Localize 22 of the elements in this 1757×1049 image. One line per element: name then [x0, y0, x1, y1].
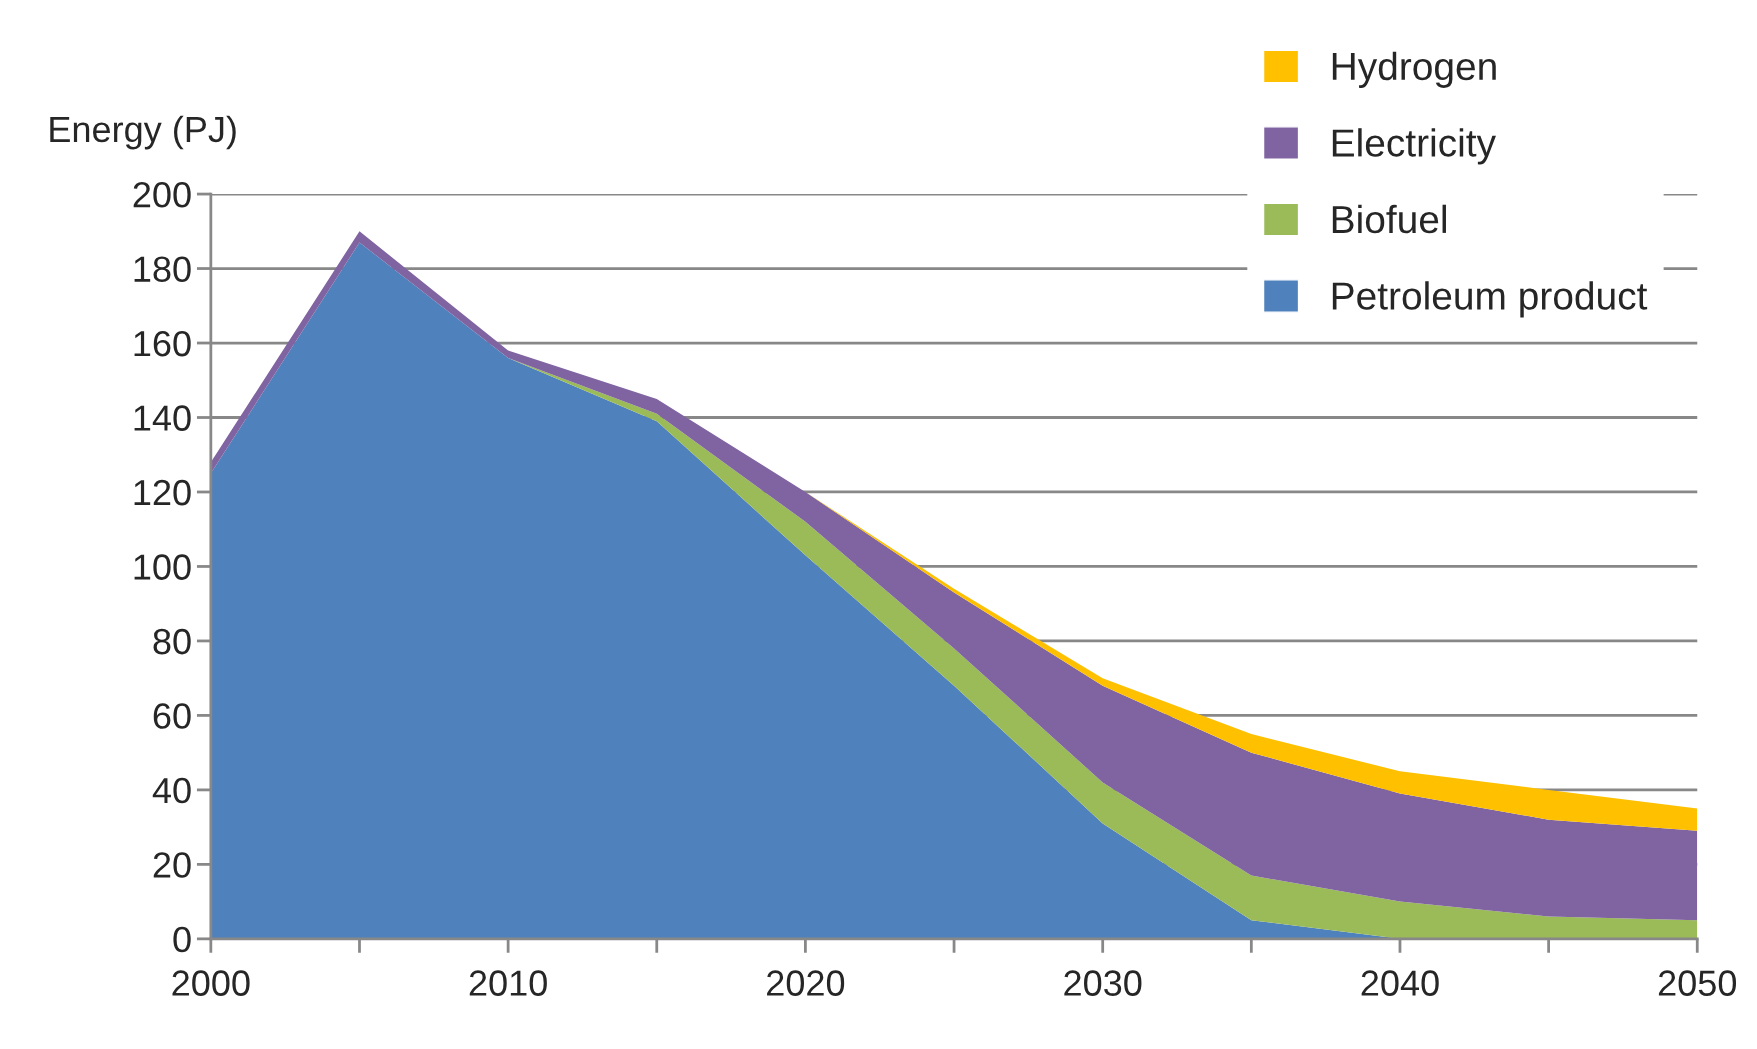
x-tick-label: 2040: [1361, 970, 1439, 996]
y-tick-label: 160: [134, 330, 191, 357]
y-axis-title: Energy (PJ): [50, 115, 236, 150]
x-tick-label: 2050: [1658, 970, 1737, 996]
y-tick-label: 200: [133, 181, 191, 208]
y-tick-label: 0: [173, 926, 191, 953]
x-tick-label: 2000: [172, 970, 250, 996]
x-tick-label: 2010: [469, 970, 547, 996]
legend-label: Petroleum product: [1332, 281, 1648, 318]
y-tick-label: 60: [153, 703, 191, 729]
y-tick-label: 140: [134, 405, 191, 431]
y-tick-label: 80: [153, 628, 191, 655]
y-tick-label: 40: [152, 777, 191, 804]
x-tick-label: 2020: [767, 970, 845, 996]
legend-label: Biofuel: [1332, 204, 1446, 234]
x-tick-label: 2030: [1064, 970, 1142, 996]
y-tick-label: 120: [134, 479, 191, 506]
y-tick-label: 180: [134, 256, 191, 282]
legend-label: Hydrogen: [1332, 51, 1496, 88]
y-tick-label: 100: [134, 554, 191, 580]
y-tick-label: 20: [153, 852, 191, 878]
legend-label: Electricity: [1332, 128, 1496, 165]
